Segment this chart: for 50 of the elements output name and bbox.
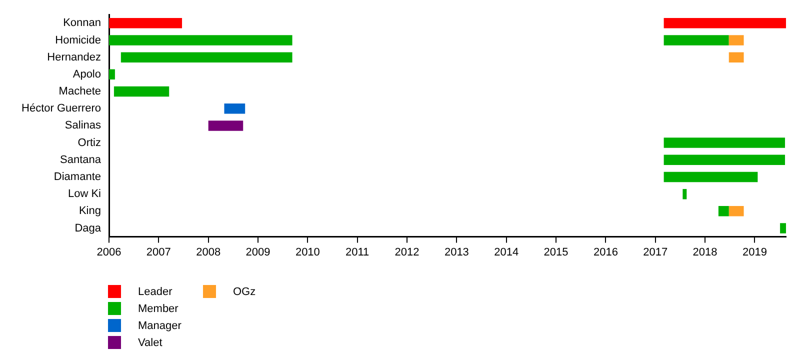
y-tick-label: Low Ki xyxy=(68,188,101,200)
bar xyxy=(682,188,687,200)
bar xyxy=(728,35,744,46)
bar xyxy=(664,18,786,28)
bar xyxy=(664,138,786,148)
bar xyxy=(208,120,244,131)
x-tick-label: 2015 xyxy=(544,246,568,258)
bar xyxy=(664,154,786,166)
bar xyxy=(664,172,758,182)
y-tick-label: King xyxy=(78,205,101,218)
bar xyxy=(728,206,744,216)
x-tick-label: 2013 xyxy=(444,246,469,258)
bar xyxy=(718,206,729,216)
y-tick-label: Hernandez xyxy=(47,51,101,64)
bar xyxy=(780,223,786,234)
x-tick-label: 2012 xyxy=(394,246,420,258)
y-tick-label: Diamante xyxy=(54,171,101,184)
bar xyxy=(664,35,729,46)
x-tick-label: 2009 xyxy=(246,246,270,258)
bar xyxy=(728,52,744,62)
x-tick-label: 2010 xyxy=(295,246,320,258)
y-tick-label: Homicide xyxy=(55,34,101,46)
bar xyxy=(109,18,182,28)
y-tick-label: Ortiz xyxy=(78,136,101,149)
x-tick-label: 2016 xyxy=(593,246,618,258)
legend-label: Member xyxy=(138,302,178,314)
x-tick-label: 2007 xyxy=(146,246,171,258)
legend-label: OGz xyxy=(233,286,256,298)
y-tick-label: Daga xyxy=(74,222,102,234)
x-tick-label: 2014 xyxy=(494,246,519,258)
y-tick-label: Santana xyxy=(60,154,102,166)
bar xyxy=(109,35,292,46)
legend-label: Manager xyxy=(138,320,182,332)
bar xyxy=(109,69,115,80)
x-tick-label: 2008 xyxy=(196,246,221,258)
bar xyxy=(114,86,170,97)
x-tick-label: 2011 xyxy=(346,246,370,258)
y-tick-label: Salinas xyxy=(64,120,102,132)
legend-label: Valet xyxy=(138,336,162,348)
y-tick-label: Héctor Guerrero xyxy=(22,102,101,115)
legend-label: Leader xyxy=(138,286,172,298)
x-tick-label: 2017 xyxy=(643,246,668,258)
x-tick-label: 2018 xyxy=(692,246,718,258)
bar xyxy=(120,52,292,62)
y-tick-label: Machete xyxy=(58,86,101,98)
x-tick-label: 2006 xyxy=(96,246,122,258)
y-tick-label: Apolo xyxy=(72,68,101,80)
bar xyxy=(224,103,246,114)
y-tick-label: Konnan xyxy=(63,17,101,30)
x-tick-label: 2019 xyxy=(742,246,767,258)
